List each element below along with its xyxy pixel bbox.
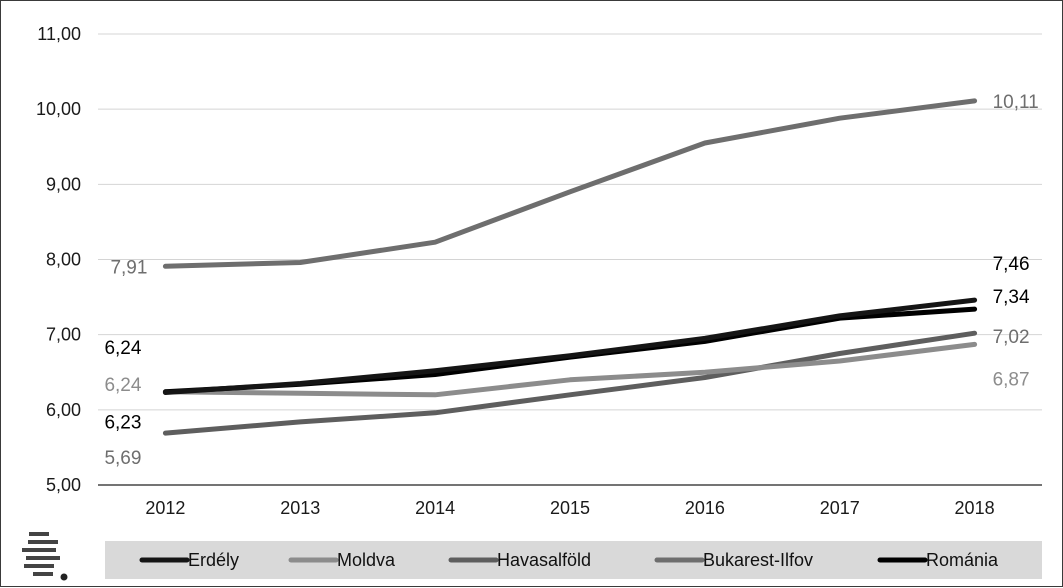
y-tick-label: 7,00	[46, 325, 81, 345]
legend-label: Románia	[926, 550, 999, 570]
data-label: 6,24	[104, 375, 141, 396]
x-tick-label: 2017	[820, 498, 860, 518]
series-line-erd-ly	[162, 297, 978, 395]
data-label: 10,11	[993, 92, 1039, 113]
x-tick-label: 2014	[415, 498, 455, 518]
data-label: 7,02	[993, 327, 1030, 348]
legend-label: Bukarest-Ilfov	[703, 550, 813, 570]
data-label: 6,87	[993, 369, 1030, 390]
data-label: 6,23	[104, 413, 141, 434]
data-labels: 10,11 7,91 7,46 7,34 7,02 6,87 6,24 6,24 6,23 5,6…	[104, 92, 1038, 469]
x-tick-label: 2012	[145, 498, 185, 518]
x-tick-label: 2016	[685, 498, 725, 518]
logo-dot	[60, 573, 68, 581]
series-line-bukarest-ilfov	[162, 98, 978, 269]
y-tick-label: 11,00	[37, 24, 81, 44]
series-lines	[162, 98, 978, 436]
logo-stripe	[28, 540, 58, 544]
x-tick-label: 2013	[280, 498, 320, 518]
axes: 5,00 6,00 7,00 8,00 9,00 10,00 11,00 2012 2013 20…	[36, 24, 1042, 518]
data-label: 6,24	[104, 338, 141, 359]
x-tick-label: 2015	[550, 498, 590, 518]
logo-stripe	[22, 548, 56, 552]
data-label: 5,69	[104, 448, 141, 469]
legend: Erdély Moldva Havasalföld Bukarest-Ilfov Rom…	[105, 541, 1042, 579]
logo-stripe	[29, 532, 49, 536]
data-label: 7,91	[110, 257, 147, 278]
logo-stripe	[26, 556, 60, 560]
grid-lines	[98, 33, 1042, 411]
legend-label: Erdély	[188, 550, 239, 570]
y-tick-label: 8,00	[46, 250, 81, 270]
x-tick-label: 2018	[955, 498, 995, 518]
logo-stripe	[24, 564, 54, 568]
striped-globe-logo-icon	[22, 532, 68, 581]
series-line-havasalf-ld	[162, 330, 978, 436]
legend-label: Moldva	[337, 550, 396, 570]
y-tick-label: 5,00	[46, 475, 81, 495]
legend-label: Havasalföld	[497, 550, 591, 570]
data-label: 7,34	[993, 287, 1030, 308]
y-tick-label: 6,00	[46, 400, 81, 420]
series-line-moldva	[162, 341, 978, 398]
y-tick-label: 9,00	[46, 174, 81, 194]
y-tick-label: 10,00	[36, 99, 81, 119]
logo-stripe	[33, 572, 53, 576]
data-label: 7,46	[993, 254, 1030, 275]
